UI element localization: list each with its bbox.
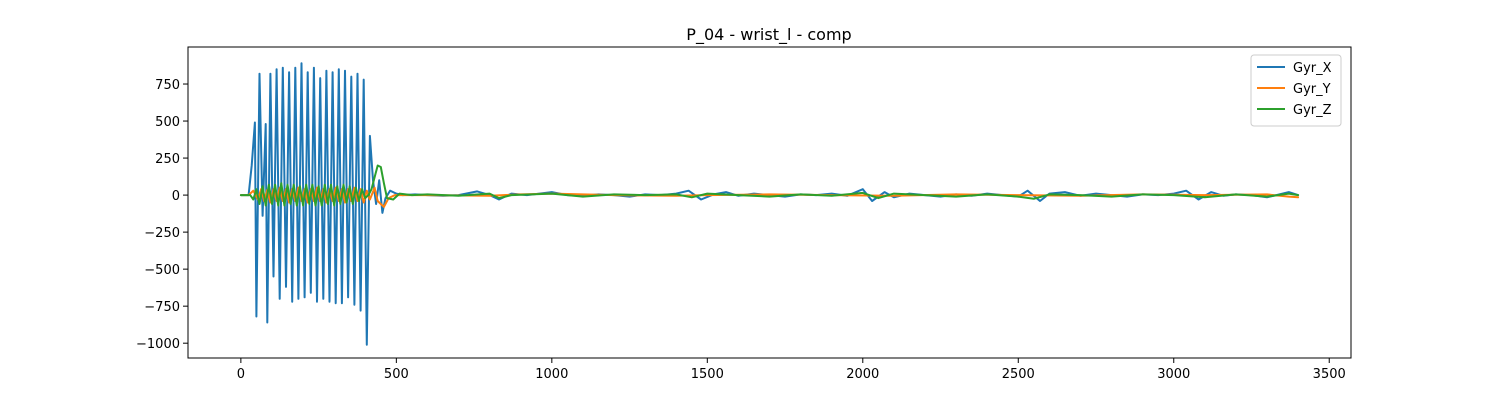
x-tick-label: 3000	[1157, 367, 1190, 382]
x-tick-label: 2500	[1002, 367, 1035, 382]
x-tick-label: 2000	[846, 367, 879, 382]
x-tick-label: 1000	[535, 367, 568, 382]
y-tick-label: −750	[144, 300, 180, 315]
x-tick-label: 0	[237, 367, 245, 382]
series-line-gyr-z	[239, 164, 1300, 207]
y-tick-label: −1000	[136, 337, 180, 352]
legend-label: Gyr_X	[1293, 61, 1332, 76]
legend-label: Gyr_Y	[1293, 82, 1331, 97]
legend: Gyr_X Gyr_Y Gyr_Z	[1250, 54, 1342, 127]
x-axis: 0 500 1000 1500 2000 2500 3000 3500	[237, 358, 1346, 382]
y-tick-label: 750	[155, 78, 180, 93]
y-tick-label: −250	[144, 226, 180, 241]
series-group	[239, 62, 1300, 346]
series-line-gyr-x	[239, 62, 1300, 346]
y-tick-label: −500	[144, 263, 180, 278]
x-tick-label: 500	[384, 367, 409, 382]
y-tick-label: 500	[155, 115, 180, 130]
legend-label: Gyr_Z	[1293, 103, 1332, 118]
y-tick-label: 250	[155, 152, 180, 167]
plot-area	[187, 46, 1352, 359]
chart-title: P_04 - wrist_l - comp	[686, 25, 851, 45]
x-tick-label: 3500	[1313, 367, 1346, 382]
y-tick-label: 0	[172, 189, 180, 204]
x-tick-label: 1500	[691, 367, 724, 382]
y-axis: 750 500 250 0 −250 −500 −750 −1000	[136, 78, 188, 352]
